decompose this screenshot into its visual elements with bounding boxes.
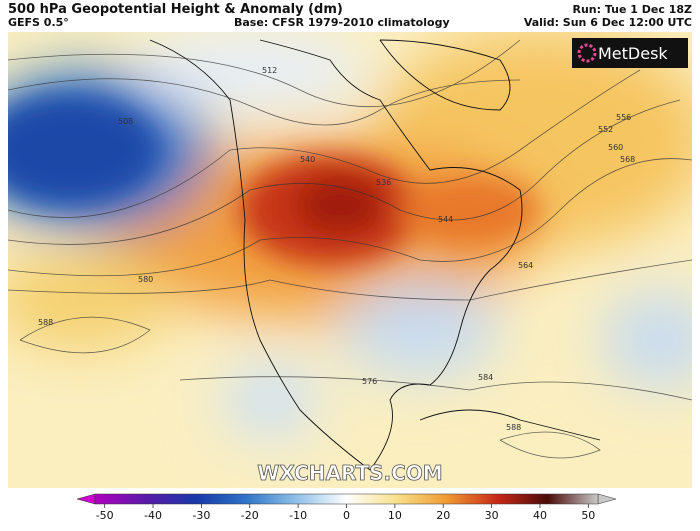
base: Base: CFSR 1979-2010 climatology bbox=[234, 16, 450, 29]
contour-label: 508 bbox=[118, 117, 133, 126]
colorbar-scale bbox=[94, 493, 599, 505]
logo: MetDesk bbox=[572, 38, 688, 68]
colorbar-tick-label: 40 bbox=[533, 509, 547, 522]
colorbar: -50 -40 -30 -20 -10 0 10 20 30 40 50 bbox=[76, 493, 617, 522]
contour-label: 552 bbox=[598, 125, 613, 134]
contour-labels: 512 508 540 536 544 552 556 560 568 564 … bbox=[38, 66, 635, 432]
contour-label: 584 bbox=[478, 373, 493, 382]
colorbar-tick-label: 30 bbox=[485, 509, 499, 522]
colorbar-tick-label: -40 bbox=[144, 509, 162, 522]
contour-label: 564 bbox=[518, 261, 533, 270]
logo-text: MetDesk bbox=[598, 44, 668, 63]
contour-label: 556 bbox=[616, 113, 631, 122]
colorbar-right-arrow bbox=[597, 493, 617, 505]
contour-label: 588 bbox=[506, 423, 521, 432]
title: 500 hPa Geopotential Height & Anomaly (d… bbox=[8, 2, 343, 17]
colorbar-left-arrow bbox=[76, 493, 96, 505]
contour-label: 560 bbox=[608, 143, 623, 152]
contour-label: 568 bbox=[620, 155, 635, 164]
contour-label: 544 bbox=[438, 215, 453, 224]
colorbar-tick-label: 50 bbox=[581, 509, 595, 522]
colorbar-tick-label: 10 bbox=[388, 509, 402, 522]
contour-label: 588 bbox=[38, 318, 53, 327]
contour-label: 540 bbox=[300, 155, 315, 164]
contour-label: 580 bbox=[138, 275, 153, 284]
valid: Valid: Sun 6 Dec 12:00 UTC bbox=[524, 16, 692, 29]
colorbar-tick-label: 0 bbox=[343, 509, 350, 522]
model: GEFS 0.5° bbox=[8, 16, 69, 29]
colorbar-tick-label: 20 bbox=[436, 509, 450, 522]
contour-label: 512 bbox=[262, 66, 277, 75]
map-field bbox=[8, 32, 692, 488]
contour-label: 576 bbox=[362, 377, 377, 386]
colorbar-tick-label: -50 bbox=[96, 509, 114, 522]
colorbar-tick-label: -30 bbox=[192, 509, 210, 522]
contour-label: 536 bbox=[376, 178, 391, 187]
colorbar-tick-label: -20 bbox=[241, 509, 259, 522]
watermark: WXCHARTS.COM bbox=[257, 461, 442, 485]
colorbar-tick-label: -10 bbox=[289, 509, 307, 522]
run: Run: Tue 1 Dec 18Z bbox=[573, 3, 693, 16]
